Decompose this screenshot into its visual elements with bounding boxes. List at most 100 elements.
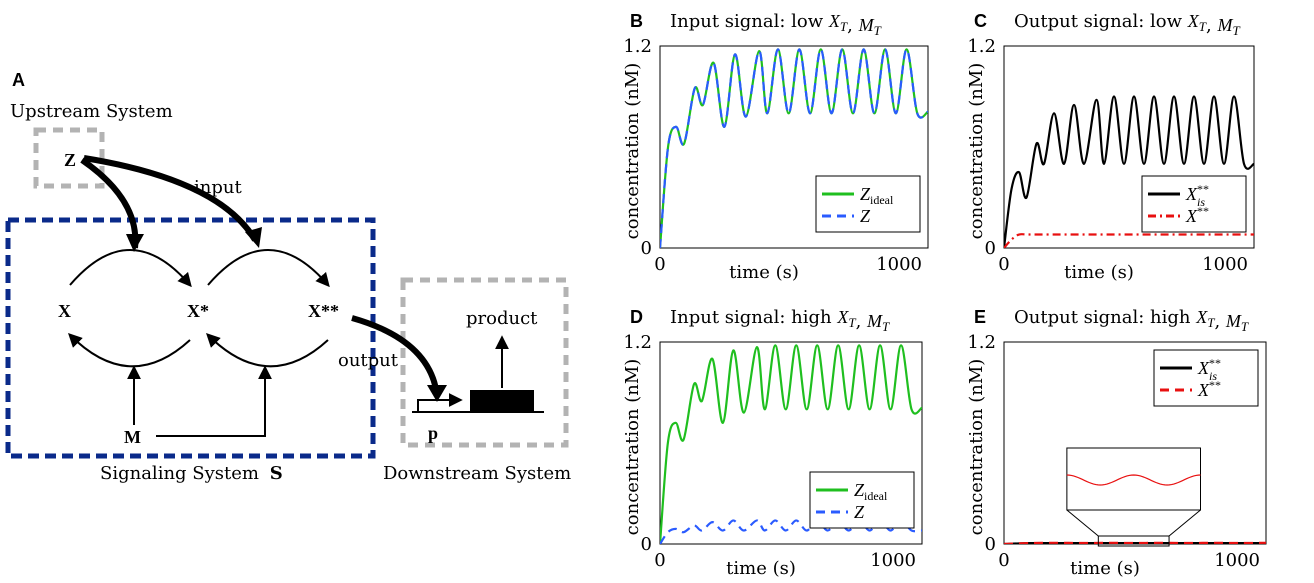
series-line-0 xyxy=(1004,95,1254,248)
legend-var: Z xyxy=(854,480,865,500)
arrowhead-z-2 xyxy=(245,227,262,248)
panel-a-diagram: A Upstream System Z input X X* X** M out… xyxy=(5,70,571,484)
z-to-x-starstar-arrow xyxy=(83,155,258,242)
legend-sup: ** xyxy=(1209,356,1221,370)
y-tick-label-bottom: 0 xyxy=(641,534,652,555)
legend-var: X xyxy=(1185,184,1198,204)
series-line-0 xyxy=(1004,541,1266,544)
x-tick-label-left: 0 xyxy=(654,254,665,275)
title-text: , xyxy=(847,15,858,36)
plot-frame xyxy=(659,341,923,545)
y-tick-label-top: 1.2 xyxy=(623,36,652,57)
legend-box xyxy=(1153,349,1259,407)
edge-label-input: input xyxy=(194,177,242,198)
y-tick-label-top: 1.2 xyxy=(623,332,652,353)
node-x: X xyxy=(58,301,71,321)
m-to-xstar-arrow xyxy=(156,365,272,437)
legend-var: X xyxy=(1185,206,1198,226)
title-math-var: X xyxy=(1195,307,1208,327)
panel-label-a: A xyxy=(12,70,25,90)
legend-var: Z xyxy=(860,184,871,204)
legend-var: X xyxy=(1197,380,1210,400)
title-math-var: M xyxy=(866,311,883,331)
arc-xstar-to-x xyxy=(68,333,191,368)
y-tick-label-bottom: 0 xyxy=(985,534,996,555)
inset-series-line xyxy=(1066,474,1201,486)
legend-var: X xyxy=(1197,358,1210,378)
title-math-sub: T xyxy=(1207,315,1215,330)
legend-label-0: Zideal xyxy=(854,480,888,503)
legend-label-1: Z xyxy=(860,206,871,226)
panel-label-e: E xyxy=(974,307,986,327)
x-tick-label-right: 1000 xyxy=(1202,254,1248,275)
legend-sup: ** xyxy=(1197,182,1209,196)
legend-box xyxy=(1141,175,1247,233)
chart-panel-d: D Input signal: high XT, MT 1.2 00 1000 time … xyxy=(622,307,923,579)
title-text: Input signal: low xyxy=(670,11,829,32)
legend-box xyxy=(809,471,915,529)
y-axis-label: concentration (nM) xyxy=(966,359,987,536)
title-text: , xyxy=(1214,311,1225,332)
edge-label-output: output xyxy=(338,350,399,371)
upstream-system-box xyxy=(33,127,105,189)
title-math-sub: T xyxy=(1232,23,1240,38)
chart-panel-e: E Output signal: high XT, MT1.200 1000time… xyxy=(966,307,1267,579)
legend-label-0: Zideal xyxy=(860,184,894,207)
x-axis-label: time (s) xyxy=(1070,558,1140,579)
chart-title-b: Input signal: low XT, MT xyxy=(670,11,882,38)
x-tick-label-right: 1000 xyxy=(876,254,922,275)
x-tick-label-right: 1000 xyxy=(870,550,916,571)
node-m: M xyxy=(124,427,141,447)
legend: X** isX** xyxy=(1153,349,1259,407)
legend-label-1: X** xyxy=(1185,204,1209,226)
title-text: , xyxy=(856,311,867,332)
signaling-system-text: Signaling System xyxy=(100,463,259,484)
legend-label-0: X** is xyxy=(1185,182,1209,209)
title-text: , xyxy=(1206,15,1217,36)
title-math-sub: T xyxy=(848,315,856,330)
legend-sup: ** xyxy=(1209,378,1221,392)
legend-sub: ideal xyxy=(870,193,894,207)
arrowhead-z-1 xyxy=(126,234,144,252)
x-tick-label-right: 1000 xyxy=(1214,550,1260,571)
chart-title-c: Output signal: low XT, MT xyxy=(1014,11,1240,38)
arc-x-to-xstar xyxy=(69,249,192,288)
downstream-system-box xyxy=(400,277,569,448)
title-text: Output signal: high xyxy=(1014,307,1196,328)
chart-title-d: Input signal: high XT, MT xyxy=(670,307,890,334)
legend-sub: is xyxy=(1209,369,1217,383)
y-tick-label-bottom: 0 xyxy=(641,238,652,259)
promoter-arrow xyxy=(417,393,463,412)
title-math-var: M xyxy=(858,15,875,35)
plot-frame xyxy=(1003,45,1255,249)
title-text: Output signal: low xyxy=(1014,11,1188,32)
title-math-sub: T xyxy=(1241,319,1249,334)
panel-label-c: C xyxy=(974,11,987,31)
arrowhead-output xyxy=(427,385,447,402)
node-p: p xyxy=(428,423,438,443)
node-x-starstar: X** xyxy=(308,301,339,321)
signaling-system-label: Signaling System S xyxy=(100,463,283,484)
series-line-1 xyxy=(1004,233,1254,248)
inset-connector-right xyxy=(1168,509,1201,537)
panel-label-b: B xyxy=(630,11,643,31)
product-label: product xyxy=(466,308,538,329)
arc-xstarstar-to-xstar xyxy=(206,333,329,368)
node-z: Z xyxy=(64,150,76,170)
x-tick-label-left: 0 xyxy=(654,550,665,571)
legend-sub: is xyxy=(1197,195,1205,209)
gene-block xyxy=(470,390,534,412)
downstream-system-label: Downstream System xyxy=(383,463,571,484)
panel-label-d: D xyxy=(630,307,643,327)
inset-connector-left xyxy=(1066,509,1099,537)
legend-sup: ** xyxy=(1197,204,1209,218)
title-math-sub: T xyxy=(1199,19,1207,34)
plot-frame xyxy=(659,45,929,249)
title-math-sub: T xyxy=(882,319,890,334)
x-tick-label-left: 0 xyxy=(998,254,1009,275)
x-axis-label: time (s) xyxy=(726,558,796,579)
legend-label-1: Z xyxy=(854,502,865,522)
